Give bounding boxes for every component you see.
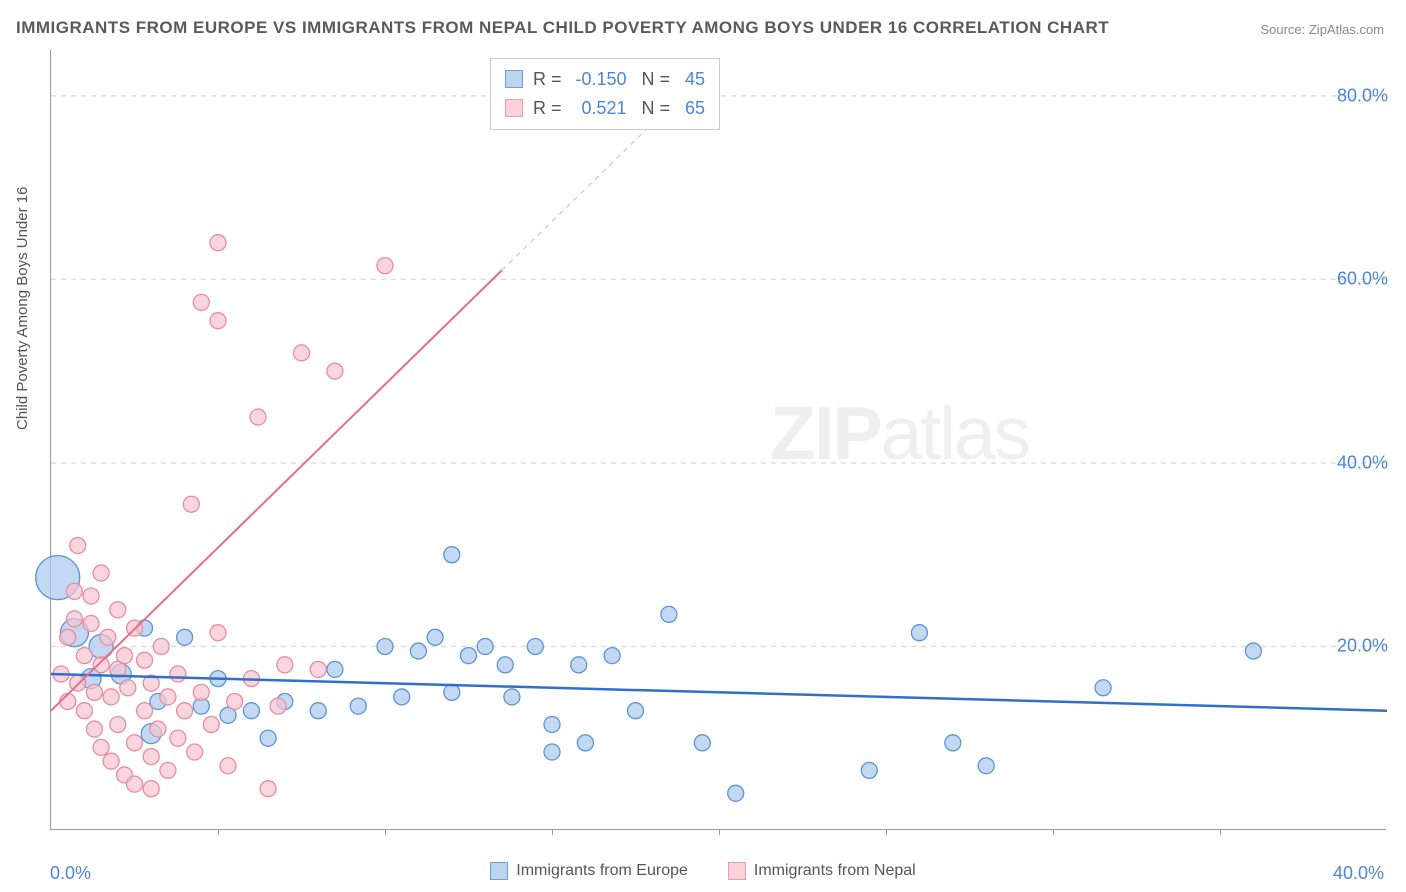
swatch-icon	[505, 70, 523, 88]
x-axis-tick-label: 40.0%	[1333, 863, 1384, 884]
r-value: -0.150	[567, 65, 627, 94]
stats-row: R = 0.521 N = 65	[505, 94, 705, 123]
y-axis-tick-label: 40.0%	[1337, 452, 1388, 473]
x-axis-tick	[385, 829, 386, 835]
x-axis-tick	[1053, 829, 1054, 835]
n-value: 45	[675, 65, 705, 94]
stats-row: R = -0.150 N = 45	[505, 65, 705, 94]
chart-svg	[51, 50, 1386, 829]
y-axis-label: Child Poverty Among Boys Under 16	[14, 187, 31, 430]
y-axis-tick-label: 60.0%	[1337, 269, 1388, 290]
chart-title: IMMIGRANTS FROM EUROPE VS IMMIGRANTS FRO…	[16, 18, 1109, 38]
legend-label: Immigrants from Europe	[516, 862, 688, 880]
legend-item: Immigrants from Europe	[490, 862, 688, 880]
swatch-icon	[490, 862, 508, 880]
y-axis-tick-label: 80.0%	[1337, 85, 1388, 106]
legend-item: Immigrants from Nepal	[728, 862, 916, 880]
stats-legend: R = -0.150 N = 45 R = 0.521 N = 65	[490, 58, 720, 130]
source-label: Source: ZipAtlas.com	[1260, 22, 1384, 37]
plot-area	[50, 50, 1386, 830]
x-axis-tick	[886, 829, 887, 835]
x-axis-tick	[218, 829, 219, 835]
legend-label: Immigrants from Nepal	[754, 862, 916, 880]
n-value: 65	[675, 94, 705, 123]
r-value: 0.521	[567, 94, 627, 123]
x-axis-tick-label: 0.0%	[50, 863, 91, 884]
y-axis-tick-label: 20.0%	[1337, 636, 1388, 657]
x-axis-tick	[1220, 829, 1221, 835]
x-axis-tick	[552, 829, 553, 835]
swatch-icon	[728, 862, 746, 880]
x-legend: Immigrants from Europe Immigrants from N…	[0, 862, 1406, 880]
x-axis-tick	[719, 829, 720, 835]
swatch-icon	[505, 99, 523, 117]
